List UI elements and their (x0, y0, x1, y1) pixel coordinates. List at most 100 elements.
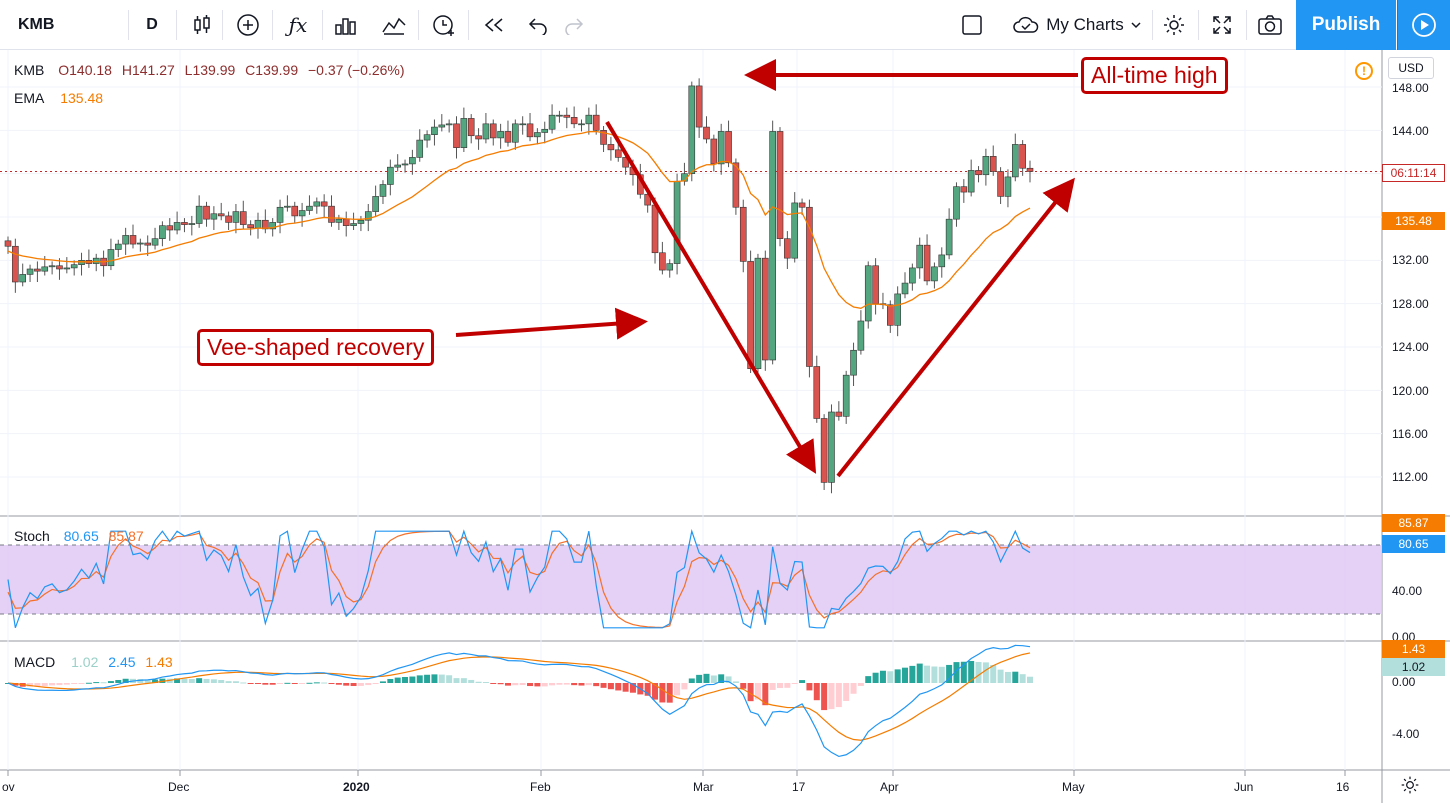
macd-bar (12, 683, 19, 686)
camera-icon[interactable] (1252, 0, 1288, 50)
candle-up (372, 196, 379, 212)
candle-up (541, 128, 549, 133)
macd-bar (872, 672, 879, 683)
replay-icon[interactable] (476, 0, 512, 50)
fullscreen-icon[interactable] (1204, 0, 1240, 50)
chart-canvas[interactable] (0, 50, 1450, 803)
macd-bar (659, 683, 666, 703)
candle-up (938, 254, 946, 268)
alert-icon[interactable] (426, 0, 462, 50)
fx-icon[interactable]: ƒx (288, 13, 308, 37)
candle-down (739, 206, 747, 262)
macd-bar (1027, 676, 1033, 683)
candle-up (842, 374, 850, 417)
macd-bar (784, 683, 791, 688)
vee-recovery-callout[interactable]: Vee-shaped recovery (197, 329, 435, 366)
candle-down (600, 130, 607, 145)
toolbar-divider (468, 10, 469, 40)
candle-up (19, 274, 27, 283)
macd-bar (629, 683, 636, 693)
stoch-d-line (7, 530, 1031, 629)
candle-up (379, 184, 387, 197)
bar-style-icon[interactable] (184, 0, 220, 50)
all-time-high-callout[interactable]: All-time high (1081, 57, 1228, 94)
candle-down (622, 157, 629, 168)
macd-bar (563, 683, 570, 685)
play-icon[interactable] (1397, 0, 1450, 50)
candle-down (806, 206, 813, 367)
symbol-search-button[interactable]: KMB (18, 16, 55, 33)
macd-bar (372, 683, 379, 684)
candle-up (357, 219, 365, 224)
top-toolbar: KMB D ƒx My Charts (0, 0, 1450, 50)
candle-up (1004, 176, 1012, 197)
undo-icon[interactable] (520, 0, 556, 50)
macd-bar (402, 676, 409, 683)
candle-up (953, 186, 960, 220)
candle-up (232, 211, 240, 223)
publish-button[interactable]: Publish (1296, 0, 1396, 50)
macd-bar (534, 683, 541, 687)
candle-down (453, 123, 460, 148)
candle-down (820, 418, 828, 483)
interval-button[interactable]: D (146, 16, 158, 33)
candle-up (63, 267, 71, 270)
add-indicator-icon[interactable] (230, 0, 266, 50)
candle-up (151, 238, 159, 246)
macd-bar (990, 664, 997, 683)
candle-down (475, 135, 482, 140)
candle-up (945, 218, 953, 256)
macd-bar (379, 681, 386, 683)
warning-icon[interactable]: ! (1355, 62, 1373, 80)
candle-up (556, 114, 563, 117)
macd-bar (960, 661, 967, 683)
candle-down (872, 265, 879, 304)
candle-down (887, 304, 894, 326)
macd-bar (622, 683, 629, 692)
candle-up (850, 349, 857, 376)
compare-icon[interactable] (376, 0, 412, 50)
chart-type-icon[interactable] (328, 0, 364, 50)
macd-bar (924, 665, 931, 683)
macd-bar (747, 683, 754, 702)
chart-settings-icon[interactable] (1400, 775, 1422, 797)
macd-bar (262, 683, 269, 685)
candle-up (916, 244, 924, 269)
settings-icon[interactable] (1156, 0, 1192, 50)
macd-bar (56, 683, 63, 686)
candle-down (328, 205, 335, 223)
legend-change: −0.37 (−0.26%) (308, 62, 405, 78)
candle-up (122, 235, 129, 245)
my-charts-button[interactable]: My Charts (1004, 0, 1150, 50)
candle-down (291, 205, 299, 217)
candle-down (166, 225, 174, 231)
macd-bar (247, 683, 254, 684)
macd-bar (835, 683, 842, 708)
candle-up (901, 282, 909, 295)
macd-bar (240, 682, 247, 684)
macd-bar (93, 682, 100, 684)
candle-up (298, 210, 306, 217)
macd-bar (512, 683, 519, 686)
candle-up (48, 265, 56, 268)
macd-hist-value: 1.02 (71, 654, 99, 670)
candle-down (798, 202, 806, 208)
macd-bar (666, 683, 673, 703)
ema-line (7, 130, 1031, 309)
toolbar-divider (222, 10, 223, 40)
stoch-band (0, 545, 1382, 614)
macd-bar (328, 683, 335, 685)
macd-bar (34, 683, 41, 687)
macd-bar (769, 683, 776, 690)
candle-up (387, 166, 394, 185)
candle-down (997, 171, 1004, 197)
ema-value: 135.48 (60, 90, 104, 106)
redo-icon[interactable] (556, 0, 592, 50)
price-tick: 144.00 (1392, 124, 1429, 138)
macd-bar (688, 678, 695, 683)
layout-icon[interactable] (952, 0, 992, 50)
candle-up (1011, 144, 1019, 178)
currency-button[interactable]: USD (1388, 57, 1434, 79)
macd-bar (585, 683, 592, 686)
macd-line-value: 2.45 (108, 654, 136, 670)
